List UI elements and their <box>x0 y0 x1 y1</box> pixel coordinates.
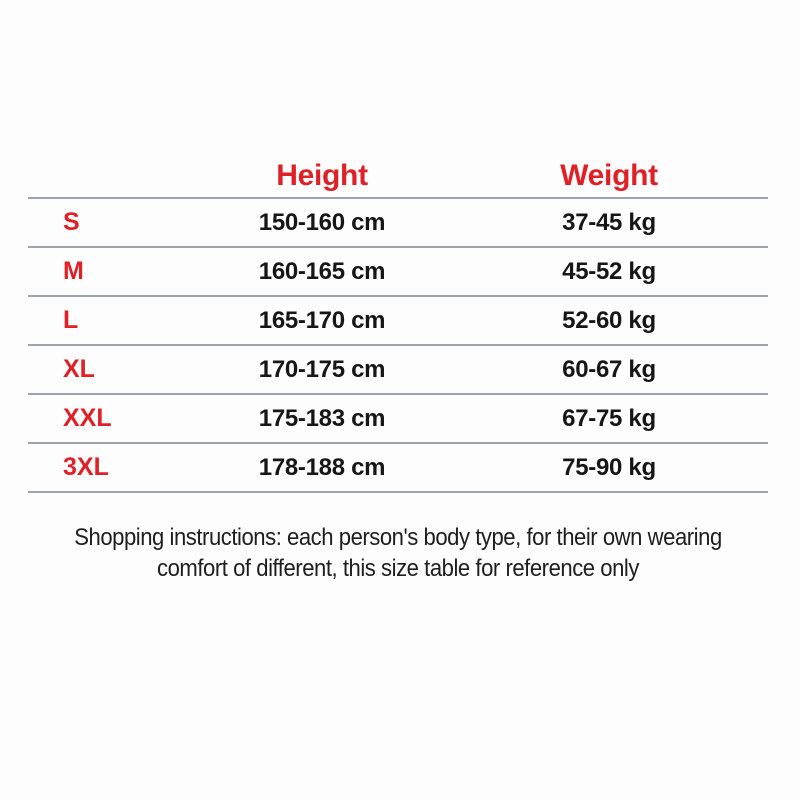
size-label: M <box>63 257 84 285</box>
height-value: 160-165 cm <box>258 257 386 285</box>
weight-value: 60-67 kg <box>562 355 656 383</box>
table-row-xxl: XXL 175-183 cm 67-75 kg <box>28 395 768 444</box>
size-chart-table: Height Weight S 150-160 cm 37-45 kg M 16… <box>28 155 768 493</box>
table-row-xl: XL 170-175 cm 60-67 kg <box>28 346 768 395</box>
size-label: 3XL <box>63 453 109 481</box>
shopping-instructions-line-2: comfort of different, this size table fo… <box>157 555 639 582</box>
table-row-l: L 165-170 cm 52-60 kg <box>28 297 768 346</box>
weight-value: 67-75 kg <box>562 404 656 432</box>
column-header-weight: Weight <box>560 159 658 192</box>
table-row-m: M 160-165 cm 45-52 kg <box>28 248 768 297</box>
column-header-height: Height <box>276 159 368 192</box>
height-value: 165-170 cm <box>258 306 386 334</box>
shopping-instructions: Shopping instructions: each person's bod… <box>28 522 768 584</box>
shopping-instructions-line-1: Shopping instructions: each person's bod… <box>74 524 722 551</box>
size-label: L <box>63 306 79 334</box>
weight-value: 37-45 kg <box>562 208 656 236</box>
table-header-row: Height Weight <box>28 155 768 199</box>
height-value: 178-188 cm <box>258 453 386 481</box>
weight-value: 45-52 kg <box>562 257 656 285</box>
height-value: 170-175 cm <box>258 355 386 383</box>
weight-value: 52-60 kg <box>562 306 656 334</box>
height-value: 175-183 cm <box>258 404 386 432</box>
size-label: XL <box>63 355 95 383</box>
size-label: XXL <box>63 404 112 432</box>
height-value: 150-160 cm <box>258 208 386 236</box>
table-row-3xl: 3XL 178-188 cm 75-90 kg <box>28 444 768 493</box>
table-row-s: S 150-160 cm 37-45 kg <box>28 199 768 248</box>
size-label: S <box>63 208 80 236</box>
weight-value: 75-90 kg <box>562 453 656 481</box>
